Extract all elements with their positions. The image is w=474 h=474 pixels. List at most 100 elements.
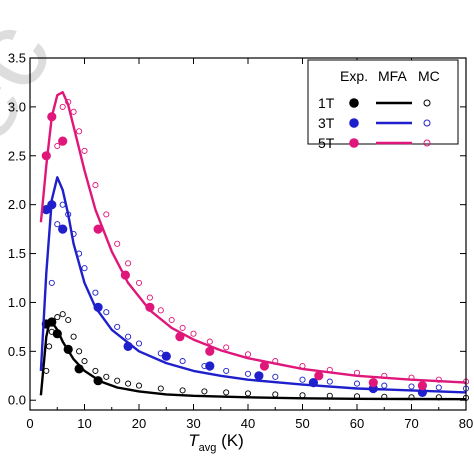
legend: Exp. MFA MC 1T 3T 5T [307,59,459,151]
mfa-line-1t [39,320,467,401]
x-tick-label-1: 10 [77,416,91,431]
x-tick-label-5: 50 [295,416,309,431]
mc-point-1t-16 [201,388,208,395]
x-tick-label-0: 0 [26,416,33,431]
mc-point-5t-6 [92,182,99,189]
mc-point-5t-8 [114,240,121,247]
mc-point-3t-18 [299,376,306,383]
exp-point-5t-7 [205,346,215,356]
exp-point-1t-5 [93,376,103,386]
x-tick-label-6: 60 [350,416,364,431]
mc-point-5t-18 [244,351,252,358]
mc-point-3t-20 [353,380,361,387]
y-tick-label-1: 0.5 [8,344,26,359]
exp-point-5t-10 [368,378,378,388]
y-tick-label-6: 3.0 [8,99,26,114]
exp-point-3t-3 [93,302,103,312]
legend-mc-marker-5t [423,139,431,147]
mc-point-3t-9 [114,323,121,330]
exp-point-3t-5 [161,351,171,361]
exp-point-5t-9 [314,371,324,381]
mc-point-3t-10 [125,333,132,340]
exp-point-5t-1 [47,112,57,122]
legend-mc-marker-3t [423,119,431,127]
mc-point-3t-13 [179,358,186,365]
y-tick-label-0: 0.0 [8,393,26,408]
exp-point-1t-4 [74,364,84,374]
x-tick-label-2: 20 [132,416,146,431]
mc-point-5t-3 [70,108,77,115]
legend-label-3t: 3T [318,115,335,131]
mc-point-3t-1 [54,221,61,228]
exp-point-3t-8 [308,378,318,388]
mc-point-3t-21 [381,382,388,389]
mc-point-3t-22 [408,383,415,390]
exp-point-5t-4 [120,270,130,280]
mc-point-1t-5 [65,316,72,324]
exp-point-5t-3 [93,224,103,234]
legend-exp-marker-1t [349,98,359,108]
legend-mc-marker-1t [423,99,431,107]
mc-point-5t-9 [125,260,132,267]
mc-point-1t-14 [157,385,164,392]
mc-point-5t-4 [76,128,83,135]
exp-point-3t-4 [123,341,133,351]
legend-exp-marker-5t [349,138,359,148]
mc-point-1t-8 [81,358,88,365]
exp-point-1t-2 [52,329,62,339]
mc-point-5t-5 [81,147,88,154]
plot-area [39,91,470,401]
mc-point-5t-15 [190,330,197,337]
mc-point-3t-17 [272,373,279,380]
mc-point-3t-19 [326,378,333,385]
mc-point-1t-10 [103,373,110,380]
mc-point-1t-3 [54,314,61,321]
mc-point-1t-17 [223,389,230,396]
mc-point-1t-19 [272,391,279,398]
exp-point-3t-6 [205,361,215,371]
x-axis-title: Tavg (K) [188,431,244,454]
exp-point-5t-8 [259,361,269,371]
mc-point-3t-15 [223,367,230,374]
legend-header-exp: Exp. [340,68,368,84]
mc-point-1t-7 [76,348,83,355]
exp-point-1t-3 [63,344,73,354]
mc-point-1t-18 [244,390,252,397]
mc-point-1t-1 [46,343,53,350]
mc-point-5t-17 [223,344,230,351]
mc-point-3t-7 [92,289,99,296]
y-tick-label-5: 2.5 [8,148,26,163]
mc-point-5t-11 [146,294,153,301]
mc-point-5t-10 [135,279,143,286]
mc-point-5t-1 [59,103,66,110]
mc-point-1t-13 [135,382,143,389]
exp-point-5t-5 [145,302,155,312]
mc-point-3t-0 [48,279,55,286]
mc-point-3t-6 [81,265,88,272]
exp-point-3t-10 [417,387,427,397]
exp-point-5t-2 [58,136,68,146]
legend-exp-marker-3t [349,118,359,128]
mc-point-1t-4 [59,311,66,318]
legend-label-1t: 1T [318,95,335,111]
exp-point-3t-2 [58,224,68,234]
legend-header-mfa: MFA [378,68,407,84]
mfa-line-3t [39,176,467,394]
mc-point-3t-23 [435,384,442,391]
mc-point-5t-16 [206,338,213,345]
x-tick-label-3: 30 [186,416,200,431]
mc-point-3t-8 [103,309,110,316]
mc-point-3t-16 [244,370,252,377]
mc-point-1t-12 [125,380,132,387]
exp-point-5t-0 [41,151,51,161]
mfa-line-5t [39,91,467,384]
mc-point-3t-11 [135,340,143,347]
mc-point-5t-12 [157,307,164,314]
x-tick-label-8: 80 [459,416,473,431]
mc-point-1t-11 [114,377,121,384]
mc-point-5t-14 [179,324,186,331]
mc-point-1t-6 [70,333,77,340]
y-tick-label-7: 3.5 [8,51,26,66]
mc-point-1t-15 [179,387,186,394]
